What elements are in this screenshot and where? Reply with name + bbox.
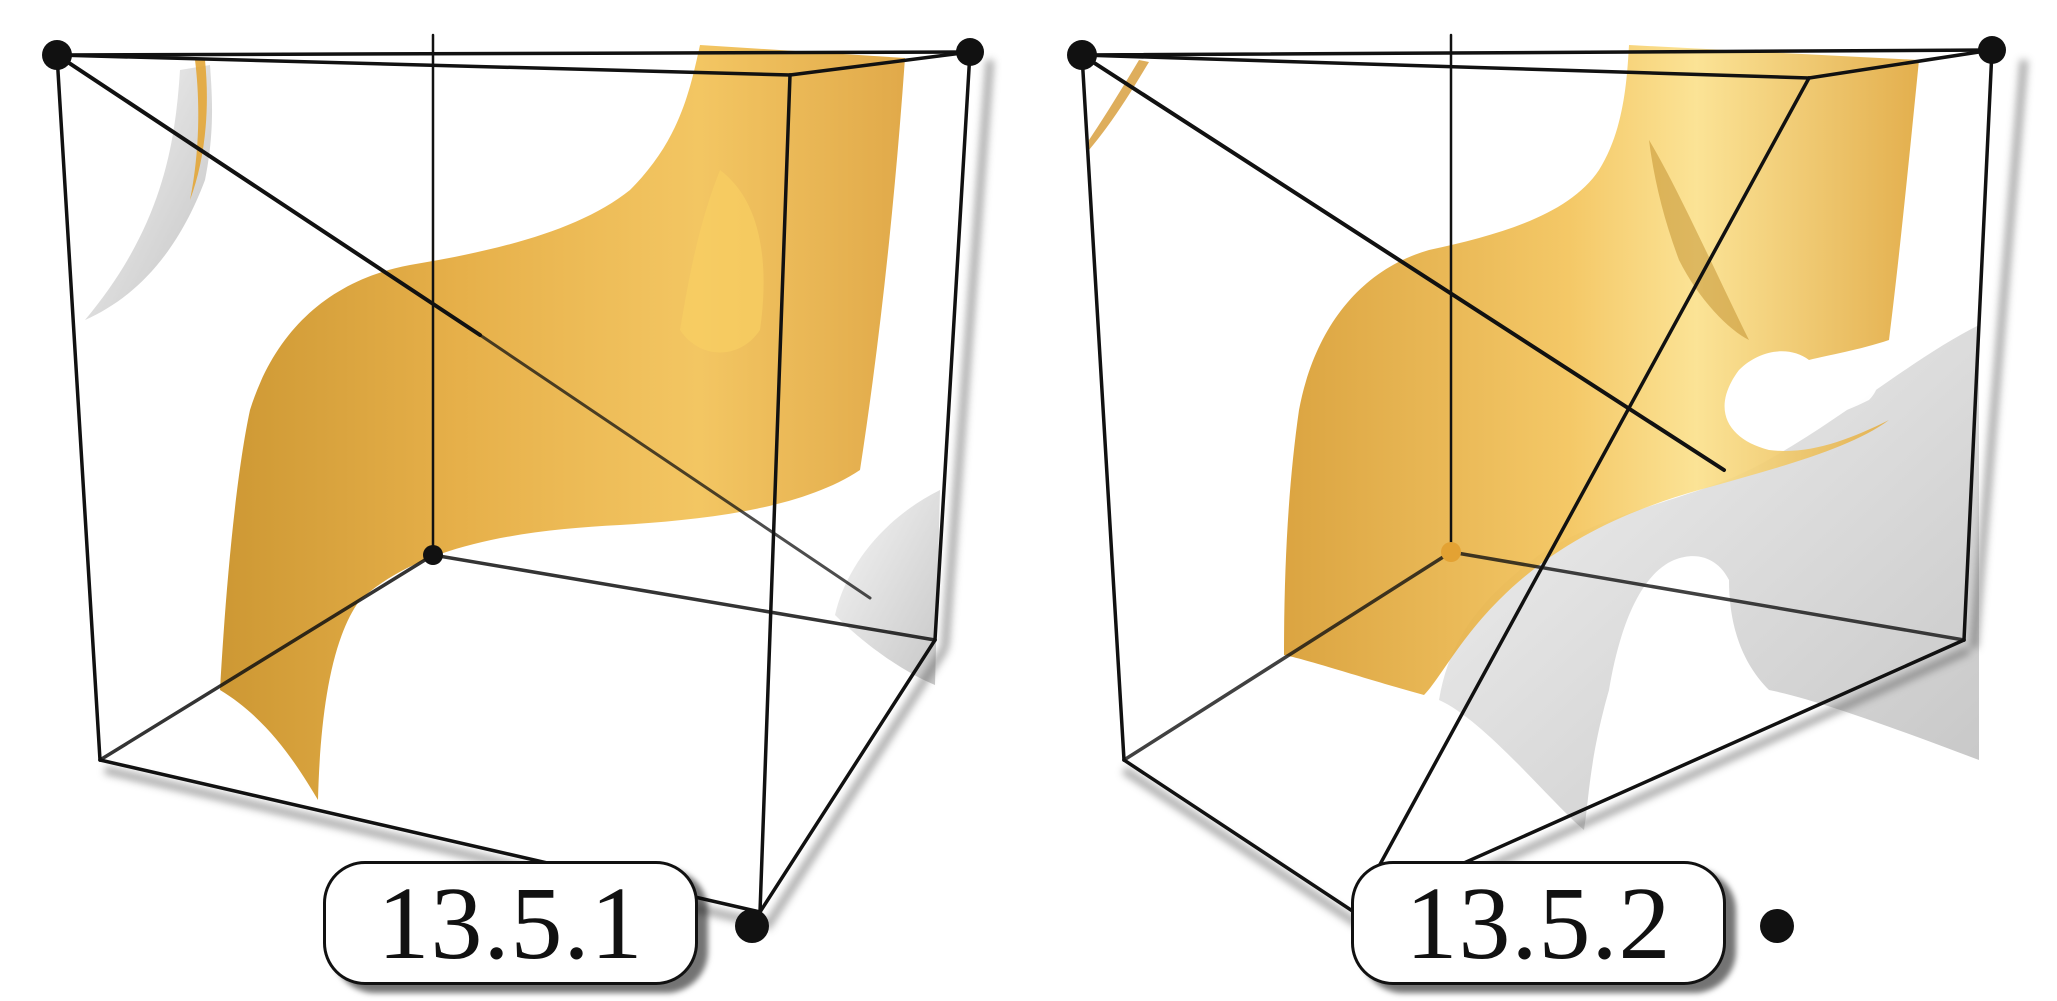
surface-sliver-top-left	[190, 60, 207, 200]
vertex-bottom-front	[735, 909, 769, 943]
panel-label-2: 13.5.2	[1351, 861, 1726, 985]
panel-13-5-1: 13.5.1	[0, 0, 1028, 1001]
main-surface-2	[1284, 45, 1919, 695]
main-surface-1-highlight	[680, 170, 764, 353]
cube-diagram-1	[42, 33, 994, 943]
surface-sliver-top-left-2	[1089, 60, 1149, 150]
panel-label-1: 13.5.1	[323, 861, 698, 985]
cube-edges-1	[55, 33, 972, 914]
vertex-inner	[423, 545, 443, 565]
vertex-top-left	[42, 40, 72, 70]
vertex-top-right-2	[1978, 36, 2006, 64]
main-surface-1	[220, 45, 905, 800]
cube-vertices-1	[42, 38, 984, 943]
vertex-inner-2	[1441, 542, 1461, 562]
back-surface-top-left	[85, 65, 213, 320]
panel-13-5-2: 13.5.2	[1029, 0, 2057, 1001]
cube-diagram-2	[1067, 33, 2028, 943]
cube-edges-2	[1080, 33, 1994, 914]
vertex-bottom-front-2	[1760, 909, 1794, 943]
main-surface-2-shade	[1649, 140, 1749, 340]
surface-hole-2	[1749, 365, 1878, 424]
cube-vertices-2	[1067, 36, 2006, 943]
vertex-top-left-2	[1067, 40, 1097, 70]
vertex-top-right	[956, 38, 984, 66]
